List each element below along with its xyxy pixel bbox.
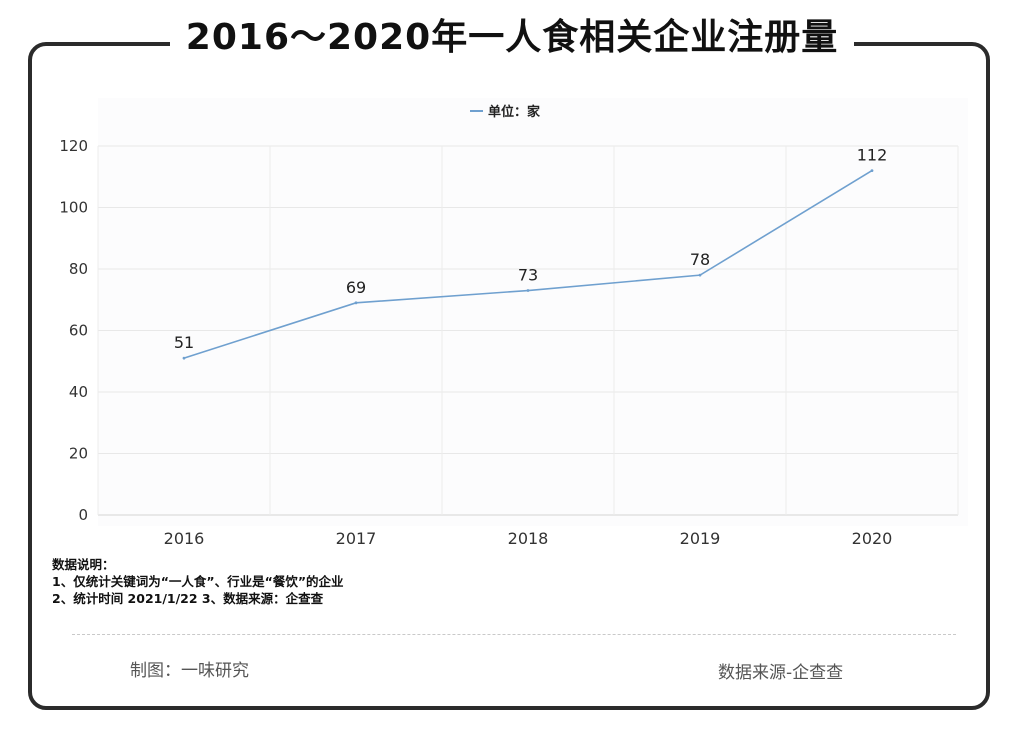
x-tick-label: 2018	[508, 529, 549, 548]
title-wrap: 2016～2020年一人食相关企业注册量	[0, 12, 1024, 64]
notes-line-1: 1、仅统计关键词为“一人食”、行业是“餐饮”的企业	[52, 574, 344, 589]
data-point	[526, 289, 530, 292]
footer-source: 数据来源-企查查	[718, 663, 844, 683]
plot-background	[98, 98, 968, 526]
notes-title: 数据说明：	[52, 557, 115, 572]
y-tick-label: 80	[69, 260, 88, 278]
data-labels: 51 69 73 78 112	[174, 146, 887, 353]
data-label: 69	[346, 278, 366, 297]
gridlines	[97, 145, 959, 516]
x-tick-label: 2019	[680, 529, 721, 548]
y-tick-label: 0	[78, 506, 88, 524]
notes-line-2: 2、统计时间 2021/1/22 3、数据来源：企查查	[52, 591, 324, 606]
data-point	[698, 273, 702, 277]
chart-title: 2016～2020年一人食相关企业注册量	[169, 12, 855, 64]
data-label: 78	[690, 250, 710, 269]
series-group	[182, 169, 874, 360]
y-tick-label: 120	[59, 137, 88, 155]
data-point	[870, 169, 874, 173]
data-notes: 数据说明： 1、仅统计关键词为“一人食”、行业是“餐饮”的企业 2、统计时间 2…	[52, 556, 344, 607]
data-point	[182, 356, 186, 360]
data-label: 73	[518, 266, 538, 285]
footer-divider	[72, 634, 956, 635]
x-tick-label: 2020	[852, 529, 893, 548]
data-point	[354, 301, 358, 305]
x-tick-label: 2016	[164, 529, 205, 548]
x-axis-ticks: 2016 2017 2018 2019 2020	[164, 529, 893, 548]
data-label: 112	[857, 146, 888, 165]
footer-credit: 制图：一味研究	[130, 661, 249, 681]
y-axis-ticks: 0 20 40 60 80 100 120	[59, 137, 88, 524]
y-tick-label: 20	[69, 445, 88, 463]
y-tick-label: 60	[69, 322, 88, 340]
y-tick-label: 100	[59, 199, 88, 217]
legend: 单位：家	[470, 104, 541, 120]
data-label: 51	[174, 333, 194, 352]
legend-label: 单位：家	[488, 104, 541, 120]
y-tick-label: 40	[69, 383, 88, 401]
x-tick-label: 2017	[336, 529, 377, 548]
